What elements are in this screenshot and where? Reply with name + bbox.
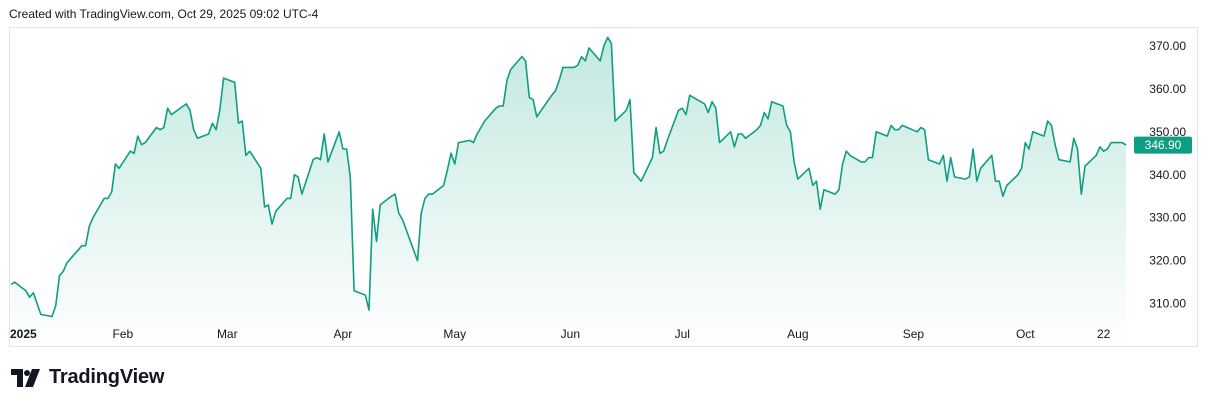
- x-tick-label: Feb: [113, 327, 134, 341]
- x-tick-label: Oct: [1016, 327, 1035, 341]
- tradingview-logo-icon: [11, 368, 40, 387]
- x-tick-label: Mar: [217, 327, 238, 341]
- x-tick-label: Jul: [675, 327, 690, 341]
- last-price-label: 346.90: [1145, 138, 1182, 152]
- price-chart: 370.00 360.00 350.00 340.00 330.00 320.00 310.…: [10, 36, 1192, 347]
- tradingview-logo: TradingView: [11, 366, 164, 389]
- x-tick-label: Sep: [903, 327, 925, 341]
- y-tick-label: 340.00: [1149, 168, 1186, 182]
- price-area-fill: [11, 37, 1126, 347]
- y-tick-label: 360.00: [1149, 82, 1186, 96]
- x-tick-label: May: [443, 327, 466, 341]
- x-tick-label: Aug: [787, 327, 808, 341]
- created-with-caption: Created with TradingView.com, Oct 29, 20…: [9, 7, 319, 21]
- x-tick-label: 2025: [10, 327, 37, 341]
- y-tick-label: 310.00: [1149, 297, 1186, 311]
- chart-frame: [9, 27, 1198, 347]
- x-axis: 2025 Feb Mar Apr May Jun Jul Aug Sep Oct 22: [10, 327, 1111, 341]
- tradingview-brand: TradingView: [49, 366, 165, 388]
- last-price-tag: 346.90: [1134, 136, 1192, 154]
- x-tick-label: Apr: [334, 327, 353, 341]
- y-tick-label: 320.00: [1149, 254, 1186, 268]
- y-axis: 370.00 360.00 350.00 340.00 330.00 320.00 310.…: [1149, 39, 1186, 311]
- y-tick-label: 350.00: [1149, 125, 1186, 139]
- y-tick-label: 370.00: [1149, 39, 1186, 53]
- x-tick-label: 22: [1097, 327, 1111, 341]
- x-tick-label: Jun: [561, 327, 580, 341]
- y-tick-label: 330.00: [1149, 211, 1186, 225]
- price-line: [10, 36, 1127, 318]
